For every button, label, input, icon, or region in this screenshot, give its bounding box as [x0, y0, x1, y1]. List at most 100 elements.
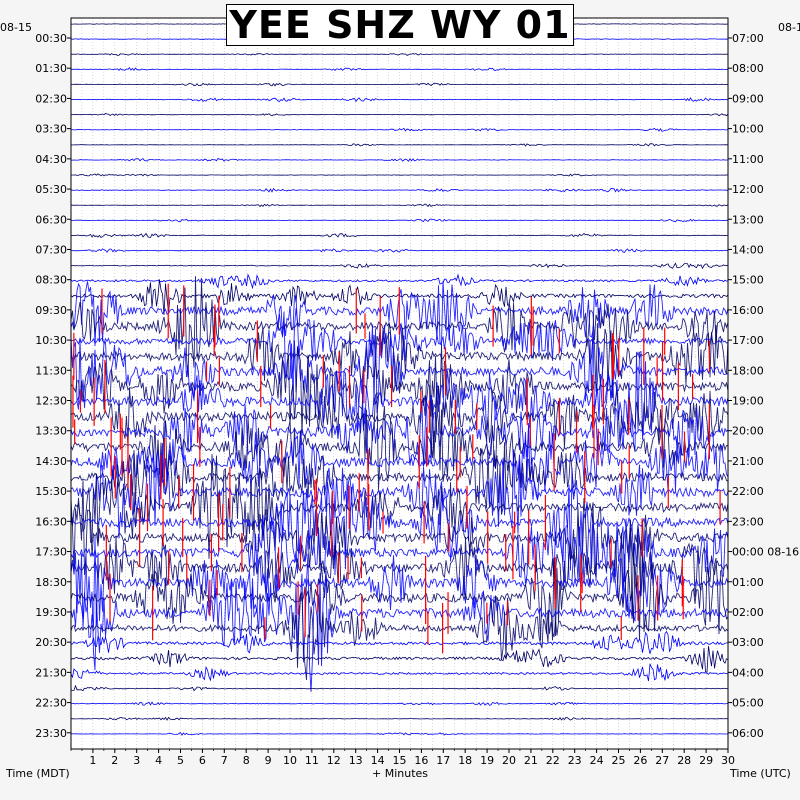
x-tick-label: 12 [327, 754, 341, 767]
trace-row [70, 187, 729, 193]
left-date-label: 08-15 [0, 21, 32, 34]
right-time-label: 09:00 [732, 92, 764, 105]
x-tick-label: 19 [480, 754, 494, 767]
x-tick-label: 1 [89, 754, 96, 767]
trace-row [70, 232, 728, 239]
left-time-label: 12:30 [35, 395, 67, 408]
trace-row [70, 112, 729, 117]
right-time-label: 18:00 [732, 364, 764, 377]
left-time-label: 13:30 [35, 425, 67, 438]
left-time-label: 19:30 [35, 606, 67, 619]
x-tick-label: 22 [546, 754, 560, 767]
left-time-label: 09:30 [35, 304, 67, 317]
left-time-label: 00:30 [35, 32, 67, 45]
trace-row [70, 82, 729, 87]
left-time-label: 17:30 [35, 546, 67, 559]
left-time-label: 10:30 [35, 334, 67, 347]
trace-row [70, 248, 729, 253]
trace-row [70, 127, 729, 132]
right-time-label: 01:00 [732, 576, 764, 589]
trace-row [70, 480, 729, 588]
x-tick-label: 13 [349, 754, 363, 767]
right-time-label: 22:00 [732, 485, 764, 498]
x-tick-label: 26 [633, 754, 647, 767]
trace-row [70, 514, 729, 598]
trace-row [70, 467, 729, 576]
left-time-label: 22:30 [35, 697, 67, 710]
left-time-label: 23:30 [35, 727, 67, 740]
right-time-label: 19:00 [732, 395, 764, 408]
x-tick-label: 24 [590, 754, 604, 767]
right-time-label: 03:00 [732, 636, 764, 649]
left-time-label: 01:30 [35, 62, 67, 75]
trace-row [70, 684, 729, 692]
right-time-label: 00:00 08-16 [732, 546, 799, 559]
trace-row [70, 97, 728, 103]
x-tick-label: 29 [699, 754, 713, 767]
x-tick-label: 23 [568, 754, 582, 767]
right-date-label: 08-1 [778, 21, 800, 34]
left-time-label: 20:30 [35, 636, 67, 649]
x-tick-label: 27 [655, 754, 669, 767]
trace-row [70, 716, 729, 721]
x-tick-label: 28 [677, 754, 691, 767]
trace-row [70, 541, 729, 643]
right-time-label: 17:00 [732, 334, 764, 347]
left-time-label: 02:30 [35, 92, 67, 105]
trace-row [70, 701, 729, 706]
left-time-label: 15:30 [35, 485, 67, 498]
left-time-label: 03:30 [35, 123, 67, 136]
trace-row [70, 173, 729, 177]
x-tick-label: 6 [199, 754, 206, 767]
trace-row [70, 262, 729, 270]
left-time-label: 05:30 [35, 183, 67, 196]
left-axis-label: Time (MDT) [6, 767, 70, 780]
right-axis-label: Time (UTC) [730, 767, 791, 780]
left-time-label: 21:30 [35, 666, 67, 679]
trace-row [70, 143, 729, 147]
left-time-label: 08:30 [35, 274, 67, 287]
right-time-label: 14:00 [732, 243, 764, 256]
chart-title-box: YEE SHZ WY 01 [226, 4, 574, 46]
trace-row [70, 322, 729, 399]
x-axis-label: + Minutes [372, 767, 429, 780]
right-time-label: 15:00 [732, 274, 764, 287]
left-time-label: 07:30 [35, 243, 67, 256]
trace-row [70, 646, 729, 673]
right-time-label: 06:00 [732, 727, 764, 740]
trace-row [70, 379, 729, 464]
x-tick-label: 4 [155, 754, 162, 767]
trace-row [70, 344, 729, 436]
right-time-label: 21:00 [732, 455, 764, 468]
trace-row [70, 391, 729, 490]
x-tick-label: 3 [133, 754, 140, 767]
trace-row [70, 273, 729, 290]
x-tick-label: 16 [414, 754, 428, 767]
trace-row [70, 663, 729, 682]
trace-row [71, 67, 728, 71]
right-time-label: 04:00 [732, 666, 764, 679]
left-time-label: 14:30 [35, 455, 67, 468]
x-tick-label: 7 [221, 754, 228, 767]
x-tick-label: 17 [436, 754, 450, 767]
chart-title: YEE SHZ WY 01 [229, 3, 571, 47]
right-time-label: 07:00 [732, 32, 764, 45]
right-time-label: 23:00 [732, 515, 764, 528]
x-tick-label: 11 [305, 754, 319, 767]
trace-row [70, 442, 729, 515]
trace-row [70, 203, 729, 208]
right-time-label: 11:00 [732, 153, 764, 166]
left-time-label: 04:30 [35, 153, 67, 166]
right-time-label: 12:00 [732, 183, 764, 196]
trace-row [70, 422, 729, 500]
trace-row [70, 553, 729, 692]
x-tick-label: 30 [721, 754, 735, 767]
right-time-label: 20:00 [732, 425, 764, 438]
right-time-label: 13:00 [732, 213, 764, 226]
trace-row [70, 449, 729, 539]
trace-row [70, 218, 728, 223]
trace-row [70, 591, 729, 681]
right-time-label: 05:00 [732, 697, 764, 710]
